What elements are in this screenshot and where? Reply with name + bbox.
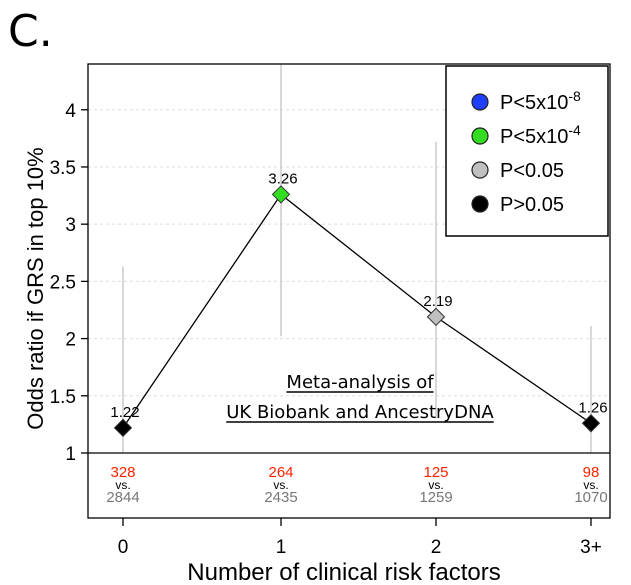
y-tick-label: 2.5: [50, 272, 76, 293]
x-tick-label: 1: [276, 537, 287, 558]
count-controls: 1259: [419, 489, 452, 506]
legend-marker: [471, 161, 489, 179]
count-cases: 328: [110, 464, 135, 481]
y-axis-title: Odds ratio if GRS in top 10%: [23, 147, 48, 429]
y-tick-label: 1.5: [50, 387, 76, 408]
y-tick-label: 1: [65, 444, 76, 465]
legend-label: P<0.05: [500, 160, 564, 182]
legend-label: P<5x10-8: [500, 88, 581, 114]
panel-label: C.: [8, 6, 53, 57]
count-vs: vs.: [273, 478, 288, 492]
count-vs: vs.: [115, 478, 130, 492]
series-line: [122, 193, 592, 429]
count-cases: 125: [423, 464, 448, 481]
annotation-text: Meta-analysis of: [286, 372, 434, 393]
data-point-marker: [581, 414, 601, 433]
legend-marker: [471, 127, 489, 145]
x-tick-label: 0: [118, 537, 129, 558]
annotation-text: UK Biobank and AncestryDNA: [226, 402, 494, 423]
y-tick-label: 2: [65, 330, 76, 351]
plot-frame: [87, 63, 611, 519]
data-point-marker: [426, 307, 446, 327]
x-tick-label: 2: [431, 537, 442, 558]
count-vs: vs.: [583, 478, 598, 492]
count-cases: 98: [583, 464, 600, 481]
legend-label: P<5x10-4: [500, 122, 581, 148]
data-label: 2.19: [423, 293, 452, 310]
count-controls: 2435: [264, 489, 297, 506]
data-label: 3.26: [268, 170, 297, 187]
y-tick-label: 3: [65, 215, 76, 236]
count-cases: 264: [268, 464, 293, 481]
count-controls: 1070: [574, 489, 607, 506]
y-tick-label: 3.5: [50, 158, 76, 179]
legend-marker: [471, 195, 489, 213]
x-tick-label: 3+: [580, 537, 602, 558]
data-label: 1.22: [110, 404, 139, 421]
count-controls: 2844: [106, 489, 139, 506]
legend-marker: [471, 93, 489, 111]
legend-label: P>0.05: [500, 194, 564, 216]
x-axis-title: Number of clinical risk factors: [187, 559, 500, 585]
count-vs: vs.: [428, 478, 443, 492]
y-tick-label: 4: [65, 101, 76, 122]
data-label: 1.26: [578, 399, 607, 416]
data-point-marker: [113, 418, 133, 438]
data-point-marker: [271, 185, 291, 204]
